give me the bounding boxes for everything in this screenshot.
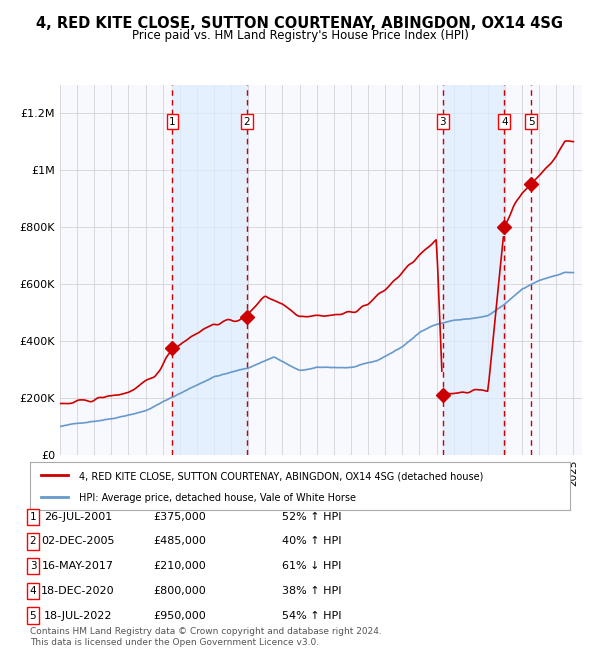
Text: 4: 4 xyxy=(29,586,37,596)
Text: 18-DEC-2020: 18-DEC-2020 xyxy=(41,586,115,596)
Text: HPI: Average price, detached house, Vale of White Horse: HPI: Average price, detached house, Vale… xyxy=(79,493,356,502)
Text: £485,000: £485,000 xyxy=(154,536,206,547)
Text: 52% ↑ HPI: 52% ↑ HPI xyxy=(282,512,341,522)
Text: 2: 2 xyxy=(29,536,37,547)
Text: 3: 3 xyxy=(440,116,446,127)
Bar xyxy=(172,84,247,455)
Text: 38% ↑ HPI: 38% ↑ HPI xyxy=(282,586,341,596)
Text: Contains HM Land Registry data © Crown copyright and database right 2024.
This d: Contains HM Land Registry data © Crown c… xyxy=(30,627,382,647)
Text: 26-JUL-2001: 26-JUL-2001 xyxy=(44,512,112,522)
Text: 5: 5 xyxy=(528,116,535,127)
Text: 4, RED KITE CLOSE, SUTTON COURTENAY, ABINGDON, OX14 4SG (detached house): 4, RED KITE CLOSE, SUTTON COURTENAY, ABI… xyxy=(79,471,483,481)
Text: £210,000: £210,000 xyxy=(154,561,206,571)
Text: 54% ↑ HPI: 54% ↑ HPI xyxy=(282,610,341,621)
Text: 4, RED KITE CLOSE, SUTTON COURTENAY, ABINGDON, OX14 4SG: 4, RED KITE CLOSE, SUTTON COURTENAY, ABI… xyxy=(37,16,563,31)
Text: Price paid vs. HM Land Registry's House Price Index (HPI): Price paid vs. HM Land Registry's House … xyxy=(131,29,469,42)
Text: £375,000: £375,000 xyxy=(154,512,206,522)
Text: 40% ↑ HPI: 40% ↑ HPI xyxy=(282,536,341,547)
Text: £800,000: £800,000 xyxy=(154,586,206,596)
Text: 61% ↓ HPI: 61% ↓ HPI xyxy=(282,561,341,571)
Text: 16-MAY-2017: 16-MAY-2017 xyxy=(42,561,114,571)
Text: 18-JUL-2022: 18-JUL-2022 xyxy=(44,610,112,621)
Text: 3: 3 xyxy=(29,561,37,571)
Text: 02-DEC-2005: 02-DEC-2005 xyxy=(41,536,115,547)
Text: 1: 1 xyxy=(169,116,176,127)
Text: 1: 1 xyxy=(29,512,37,522)
Bar xyxy=(443,84,504,455)
Text: 2: 2 xyxy=(244,116,250,127)
Text: 4: 4 xyxy=(501,116,508,127)
Text: 5: 5 xyxy=(29,610,37,621)
Text: £950,000: £950,000 xyxy=(154,610,206,621)
